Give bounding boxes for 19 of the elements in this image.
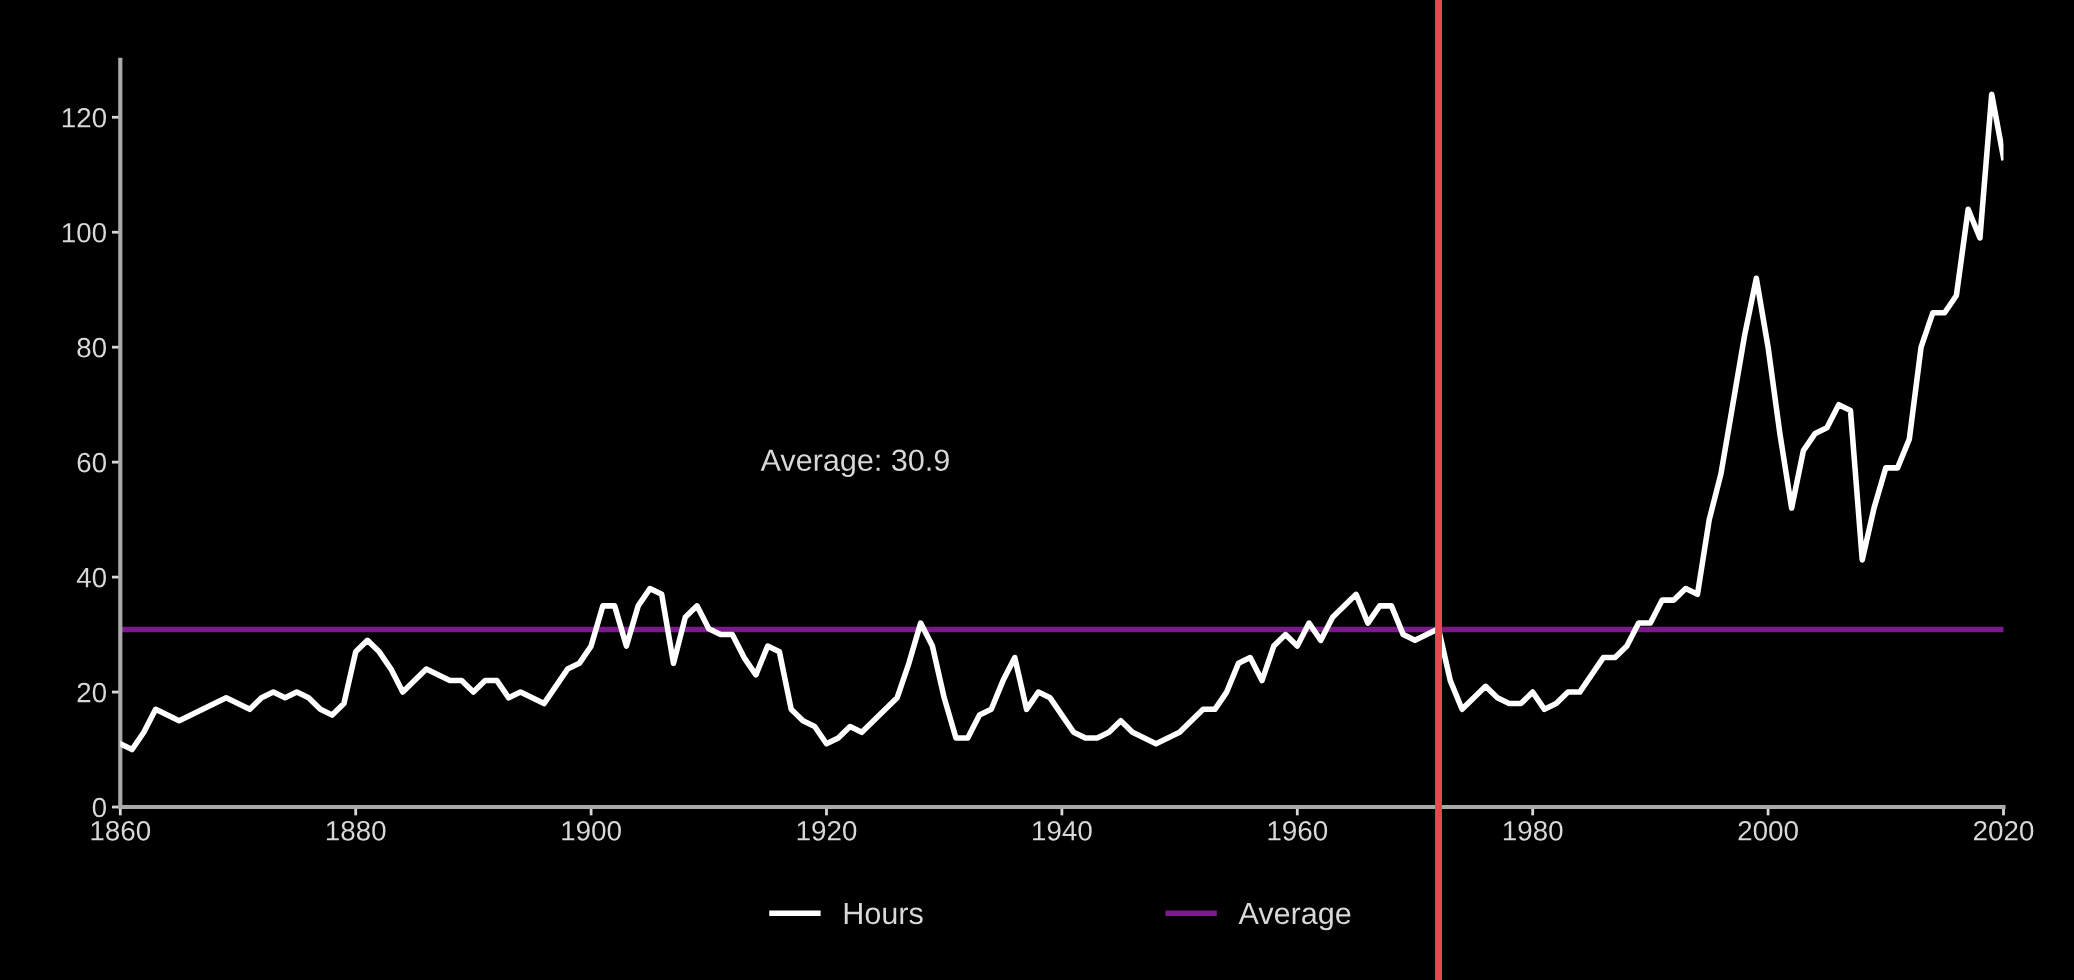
x-tick-label: 1900: [562, 820, 621, 841]
x-tick-label: 2000: [1738, 820, 1798, 841]
y-tick-label: 60: [77, 452, 107, 473]
y-tick-label: 120: [62, 107, 107, 128]
x-tick-label: 1880: [326, 820, 386, 841]
legend-label: Hours: [844, 902, 923, 925]
legend-label: Average: [1238, 902, 1351, 931]
x-tick-label: 1960: [1268, 820, 1328, 841]
y-tick-label: 80: [77, 337, 107, 358]
y-tick-label: 20: [77, 682, 107, 703]
y-tick-label: 40: [76, 567, 107, 588]
x-tick-label: 1980: [1503, 820, 1563, 841]
x-tick-label: 1940: [1033, 820, 1092, 841]
y-tick-label: 100: [62, 222, 107, 243]
x-tick-label: 1860: [91, 820, 151, 841]
x-tick-label: 1920: [797, 820, 857, 841]
annotation: Average: 30.9: [760, 449, 949, 478]
y-tick-label: 0: [92, 797, 107, 818]
x-tick-label: 2020: [1973, 820, 2034, 841]
